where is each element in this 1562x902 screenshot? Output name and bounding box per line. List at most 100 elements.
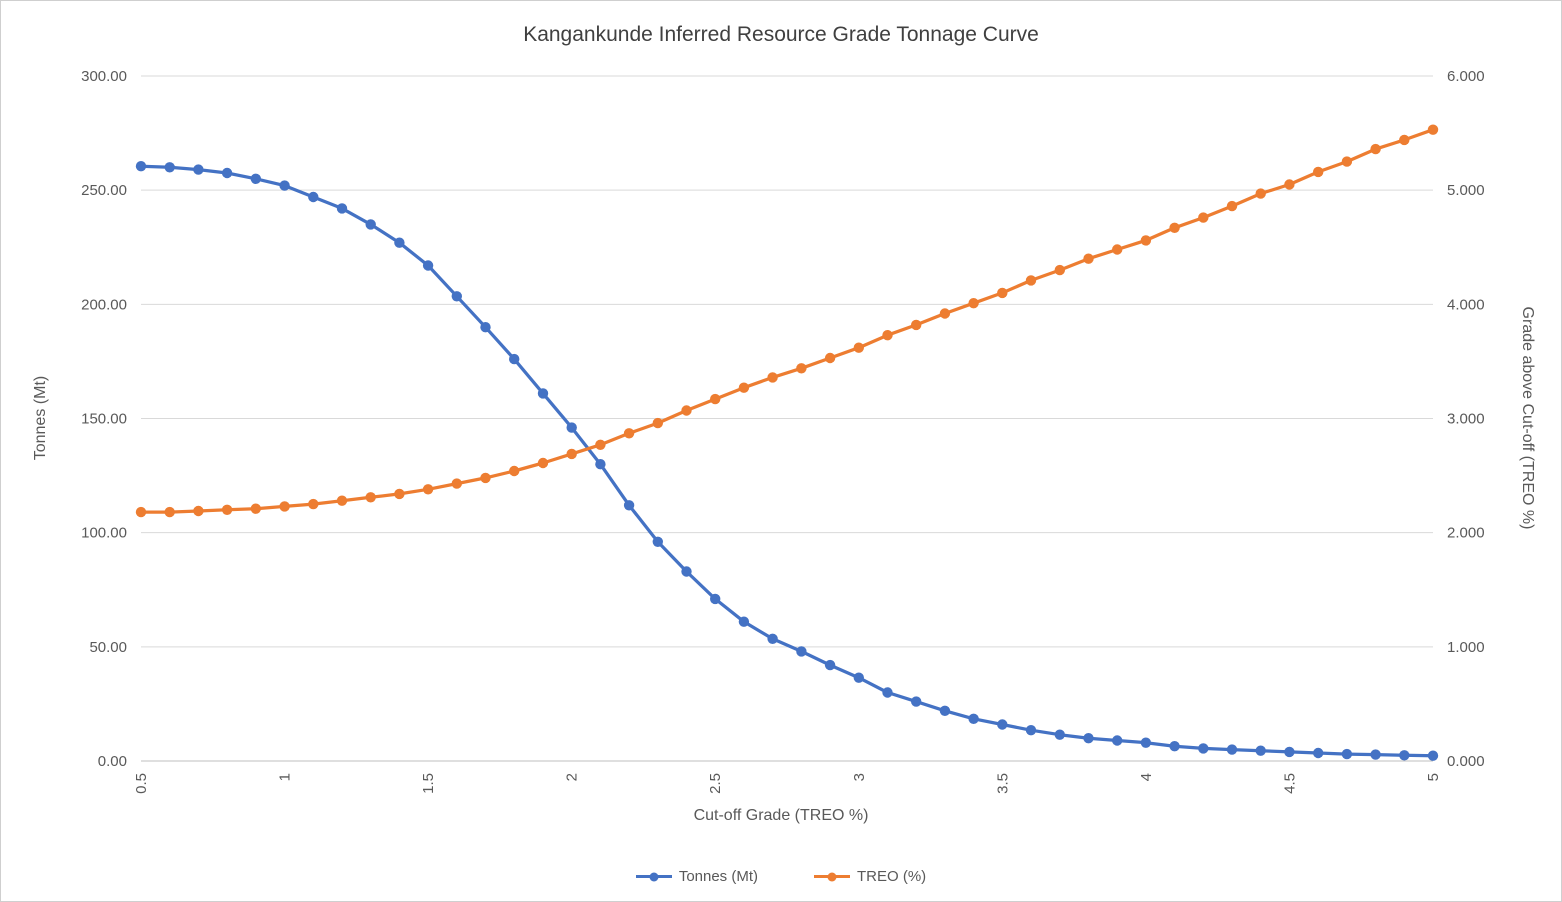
data-point bbox=[652, 536, 663, 547]
data-point bbox=[767, 372, 778, 383]
data-point bbox=[537, 457, 549, 469]
legend-item: TREO (%) bbox=[814, 868, 926, 885]
data-point bbox=[767, 633, 778, 644]
y-axis-left-tick-label: 0.00 bbox=[98, 753, 127, 770]
data-point bbox=[1226, 744, 1238, 755]
data-point bbox=[1226, 200, 1238, 212]
data-point bbox=[882, 687, 893, 698]
data-point bbox=[365, 492, 376, 503]
data-point bbox=[221, 504, 233, 515]
data-point bbox=[997, 287, 1008, 299]
x-axis-tick-label: 4.5 bbox=[1281, 773, 1298, 794]
data-point bbox=[882, 330, 893, 341]
x-axis-tick-label: 4 bbox=[1138, 773, 1155, 781]
data-point bbox=[365, 219, 376, 230]
data-point bbox=[422, 260, 434, 271]
data-point bbox=[824, 352, 836, 364]
data-point bbox=[1284, 746, 1295, 758]
data-point bbox=[451, 291, 462, 302]
x-axis-tick-label: 3 bbox=[851, 773, 868, 781]
data-point bbox=[422, 484, 434, 495]
legend-label: TREO (%) bbox=[857, 868, 927, 885]
data-point bbox=[394, 237, 405, 248]
data-point bbox=[1169, 741, 1180, 752]
data-point bbox=[164, 506, 175, 518]
y-axis-right-tick-label: 1.000 bbox=[1447, 639, 1485, 656]
data-point bbox=[939, 308, 951, 319]
data-point bbox=[853, 342, 864, 353]
data-point bbox=[824, 659, 836, 671]
data-point bbox=[1198, 212, 1209, 223]
data-point bbox=[1341, 156, 1353, 167]
data-point bbox=[1083, 253, 1094, 264]
data-point bbox=[1370, 749, 1381, 760]
y-axis-right-tick-label: 4.000 bbox=[1447, 296, 1485, 313]
data-point bbox=[1427, 750, 1439, 761]
data-point bbox=[164, 162, 175, 173]
x-axis-tick-label: 2 bbox=[564, 773, 581, 781]
data-point bbox=[1370, 143, 1381, 155]
data-point bbox=[250, 173, 261, 184]
legend-dot-icon bbox=[827, 872, 837, 881]
data-point bbox=[595, 439, 606, 450]
y-axis-right-tick-label: 3.000 bbox=[1447, 411, 1485, 428]
data-point bbox=[193, 164, 204, 175]
data-point bbox=[911, 319, 922, 331]
series-line-0 bbox=[140, 164, 1434, 758]
data-point bbox=[997, 719, 1008, 730]
data-point bbox=[911, 696, 922, 707]
x-axis-tick-label: 2.5 bbox=[707, 773, 724, 794]
data-point bbox=[135, 161, 147, 172]
x-axis-tick-label: 3.5 bbox=[994, 773, 1011, 794]
data-point bbox=[1255, 745, 1266, 756]
y-axis-left-tick-label: 300.00 bbox=[81, 68, 127, 85]
y-axis-left-tick-label: 200.00 bbox=[81, 296, 127, 313]
data-point bbox=[1198, 743, 1209, 754]
x-axis-tick-label: 1.5 bbox=[420, 773, 437, 794]
y-axis-right-tick-label: 0.000 bbox=[1447, 753, 1485, 770]
data-point bbox=[221, 167, 233, 179]
x-axis-tick-label: 5 bbox=[1425, 773, 1442, 781]
x-axis-tick-label: 1 bbox=[277, 773, 294, 781]
chart-legend: Tonnes (Mt) TREO (%) bbox=[1, 868, 1561, 885]
legend-line-marker-icon bbox=[635, 872, 672, 881]
data-point bbox=[623, 428, 635, 439]
y-axis-right-title: Grade above Cut-off (TREO %) bbox=[1519, 306, 1536, 530]
series-line-1 bbox=[141, 128, 1434, 514]
data-point bbox=[1341, 748, 1353, 760]
legend-line-marker-icon bbox=[814, 872, 851, 881]
data-point bbox=[710, 593, 721, 605]
data-point bbox=[738, 382, 750, 393]
x-axis-tick-label: 0.5 bbox=[133, 773, 150, 794]
data-point bbox=[738, 616, 750, 627]
data-point bbox=[279, 501, 290, 512]
data-point bbox=[1140, 235, 1152, 246]
data-point bbox=[537, 388, 549, 399]
data-point bbox=[1313, 166, 1324, 178]
data-point bbox=[566, 448, 577, 460]
y-axis-left-tick-label: 50.00 bbox=[89, 639, 127, 656]
data-point bbox=[336, 495, 348, 506]
data-point bbox=[336, 203, 348, 214]
x-axis-title: Cut-off Grade (TREO %) bbox=[693, 807, 869, 824]
data-point bbox=[796, 363, 807, 374]
data-point bbox=[1399, 750, 1410, 761]
y-axis-right-tick-label: 5.000 bbox=[1447, 182, 1485, 199]
data-point bbox=[595, 459, 606, 470]
legend-dot-icon bbox=[649, 872, 659, 881]
data-point bbox=[1399, 134, 1410, 146]
data-point bbox=[1427, 124, 1439, 135]
data-point bbox=[1083, 733, 1094, 744]
data-point bbox=[566, 422, 577, 433]
data-point bbox=[394, 488, 405, 500]
data-point bbox=[939, 705, 951, 716]
data-point bbox=[509, 353, 520, 365]
data-point bbox=[308, 191, 319, 203]
data-point bbox=[681, 405, 692, 416]
y-axis-left-tick-label: 250.00 bbox=[81, 182, 127, 199]
data-point bbox=[1284, 179, 1295, 190]
chart-title: Kangankunde Inferred Resource Grade Tonn… bbox=[523, 23, 1039, 46]
data-point bbox=[279, 180, 290, 191]
data-point bbox=[623, 500, 635, 511]
